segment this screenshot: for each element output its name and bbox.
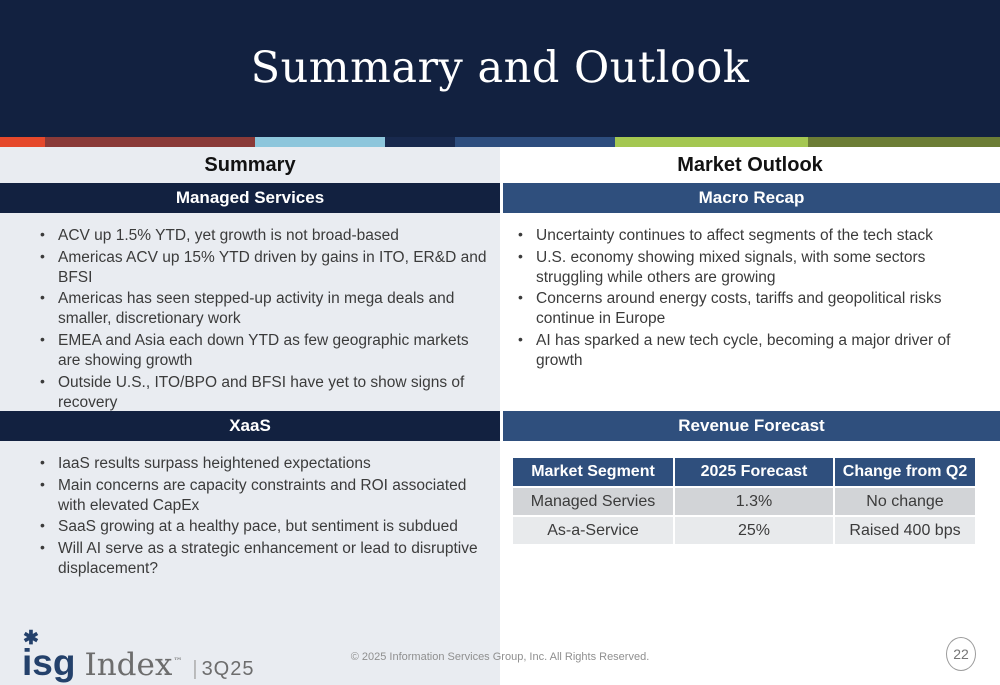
table-cell: Raised 400 bps [835, 517, 975, 544]
market-outlook-column: Market Outlook Macro Recap Uncertainty c… [500, 147, 1000, 685]
title-band: Summary and Outlook [0, 0, 1000, 137]
section-bar-revenue-forecast: Revenue Forecast [503, 411, 1000, 441]
table-cell: 25% [675, 517, 833, 544]
outlook-column-header: Market Outlook [500, 147, 1000, 183]
xaas-title: XaaS [229, 416, 271, 435]
stripe-segment-red [0, 137, 45, 147]
bullet-item: Americas has seen stepped-up activity in… [34, 289, 490, 329]
bullet-item: Concerns around energy costs, tariffs an… [512, 289, 984, 329]
accent-stripe [0, 137, 1000, 147]
summary-column-header: Summary [0, 147, 500, 183]
trademark-symbol: ™ [173, 656, 183, 667]
page-number-badge: 22 [946, 637, 976, 671]
isg-letters: isg [22, 642, 76, 683]
revenue-forecast-table: Market Segment 2025 Forecast Change from… [511, 456, 977, 546]
stripe-segment-lime [615, 137, 808, 147]
stripe-segment-blue [455, 137, 615, 147]
bullet-item: SaaS growing at a healthy pace, but sent… [34, 517, 490, 537]
copyright-text: © 2025 Information Services Group, Inc. … [350, 651, 650, 663]
managed-services-bullets: ACV up 1.5% YTD, yet growth is not broad… [0, 213, 500, 411]
table-header-market-segment: Market Segment [513, 458, 673, 486]
bullet-item: AI has sparked a new tech cycle, becomin… [512, 331, 984, 371]
stripe-segment-olive [808, 137, 1000, 147]
table-header-row: Market Segment 2025 Forecast Change from… [513, 458, 975, 486]
quarter-label: 3Q25 [201, 658, 255, 680]
table-cell: 1.3% [675, 488, 833, 515]
summary-column-title: Summary [204, 153, 296, 176]
table-cell: As-a-Service [513, 517, 673, 544]
macro-recap-bullets: Uncertainty continues to affect segments… [500, 213, 1000, 411]
index-wordmark: Index™ [84, 647, 183, 683]
isg-wordmark: ✱ isg [22, 629, 76, 683]
bullet-item: Main concerns are capacity constraints a… [34, 476, 490, 516]
outlook-column-title: Market Outlook [677, 153, 823, 176]
logo-divider: | [192, 658, 198, 680]
stripe-segment-navy [385, 137, 455, 147]
table-header-2025-forecast: 2025 Forecast [675, 458, 833, 486]
bullet-item: IaaS results surpass heightened expectat… [34, 454, 490, 474]
bullet-item: EMEA and Asia each down YTD as few geogr… [34, 331, 490, 371]
table-row: As-a-Service 25% Raised 400 bps [513, 517, 975, 544]
table-row: Managed Servies 1.3% No change [513, 488, 975, 515]
bullet-item: Americas ACV up 15% YTD driven by gains … [34, 248, 490, 288]
page-number: 22 [953, 646, 969, 662]
table-cell: Managed Servies [513, 488, 673, 515]
isg-asterisk-icon: ✱ [23, 628, 39, 649]
xaas-bullets: IaaS results surpass heightened expectat… [0, 441, 500, 581]
section-bar-managed-services: Managed Services [0, 183, 500, 213]
summary-column: Summary Managed Services ACV up 1.5% YTD… [0, 147, 500, 685]
page-title: Summary and Outlook [250, 43, 750, 93]
stripe-segment-maroon [45, 137, 255, 147]
macro-recap-title: Macro Recap [698, 188, 805, 207]
managed-services-title: Managed Services [175, 188, 325, 207]
revenue-forecast-title: Revenue Forecast [678, 416, 825, 435]
bullet-item: Outside U.S., ITO/BPO and BFSI have yet … [34, 373, 490, 413]
bullet-item: U.S. economy showing mixed signals, with… [512, 248, 984, 288]
bullet-item: Uncertainty continues to affect segments… [512, 226, 984, 246]
bullet-item: ACV up 1.5% YTD, yet growth is not broad… [34, 226, 490, 246]
section-bar-xaas: XaaS [0, 411, 500, 441]
isg-index-logo: ✱ isg Index™ | 3Q25 [22, 626, 255, 681]
table-cell: No change [835, 488, 975, 515]
bullet-item: Will AI serve as a strategic enhancement… [34, 539, 490, 579]
content-area: Summary Managed Services ACV up 1.5% YTD… [0, 147, 1000, 685]
section-bar-macro-recap: Macro Recap [503, 183, 1000, 213]
stripe-segment-lightblue [255, 137, 385, 147]
table-header-change-from-q2: Change from Q2 [835, 458, 975, 486]
